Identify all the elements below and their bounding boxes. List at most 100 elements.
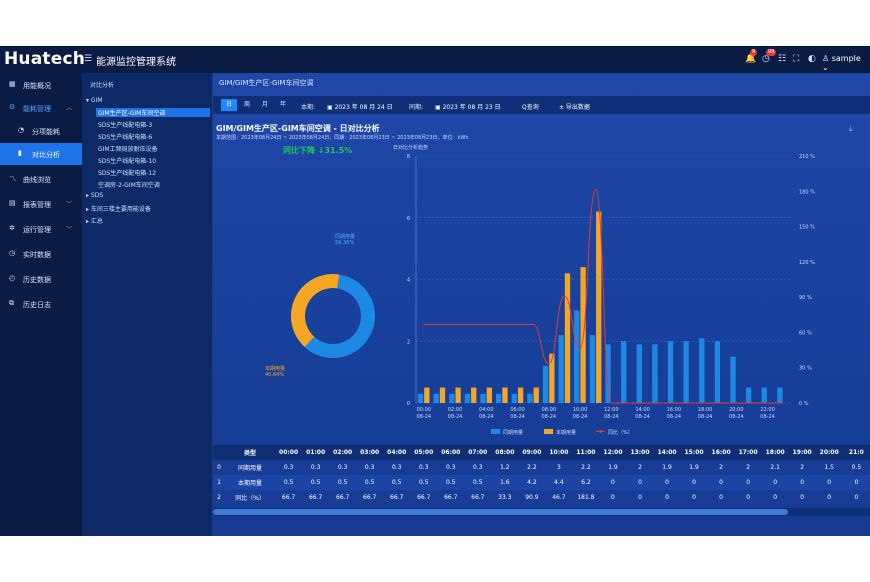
- export-button[interactable]: ± 导出数据: [559, 104, 590, 111]
- table-body: 0 同期用量 0.3 0.3 0.3 0.3 0.3 0.3 0.3 0.3 1.2 2.2 3 2.2 1…: [213, 460, 870, 505]
- table-header-cell: 16:00: [711, 449, 731, 456]
- y-tick-label: 6: [407, 216, 410, 222]
- y-tick-label: 4: [407, 278, 410, 284]
- horizontal-scrollbar[interactable]: [213, 508, 870, 516]
- table-header-cell: 15:00: [684, 449, 704, 456]
- sidebar-item-log[interactable]: ⧉ 历史日志: [9, 299, 51, 309]
- x-tick-label: 10:00: [573, 407, 587, 413]
- table-cell: 66.7: [471, 494, 485, 501]
- tree-node[interactable]: GIM工频局放耐压设备: [98, 146, 158, 153]
- chevron-up-icon: ︿: [66, 105, 73, 112]
- sidebar-item-history[interactable]: ◴ 历史数据: [9, 274, 51, 284]
- bell-badge: 9: [750, 49, 758, 56]
- x-tick-label: 16:00: [667, 407, 681, 413]
- tree-node-third-floor[interactable]: ▸ 车间三楼主要用能设备: [86, 206, 151, 213]
- chevron-down-icon: ﹀: [66, 201, 73, 208]
- yoy-line: [423, 188, 784, 404]
- table-cell: 46.7: [552, 494, 566, 501]
- sidebar-item-report[interactable]: ▤ 报表管理 ﹀: [9, 199, 73, 209]
- table-cell: 0: [827, 494, 832, 501]
- tree-node-selected[interactable]: GIM生产区-GIM车间空调: [96, 108, 210, 117]
- table-header-cell: 11:00: [576, 449, 596, 456]
- bar-prev: [558, 335, 564, 403]
- bar-cur: [517, 387, 524, 403]
- table-cell: 0.5: [337, 479, 348, 486]
- sidebar-item-operation[interactable]: ✲ 运行管理 ﹀: [9, 224, 73, 234]
- current-date-picker[interactable]: ▣ 2023 年 08 月 24 日: [327, 104, 393, 111]
- x-tick-sublabel: 08-24: [729, 414, 744, 420]
- tab-day[interactable]: 日: [221, 99, 237, 111]
- table-cell: 0.5: [418, 479, 429, 486]
- table-cell: 0: [638, 479, 642, 486]
- table-header-cell: 17:00: [738, 449, 758, 456]
- device-tree: 对比分析 ▾ GIM GIM生产区-GIM车间空调 SDS生产线配电箱-3 SD…: [82, 73, 213, 536]
- tab-year[interactable]: 年: [279, 101, 286, 108]
- clock-icon: ◷: [9, 249, 16, 257]
- bar-cur: [439, 387, 446, 403]
- x-tick-sublabel: 08-24: [635, 414, 650, 420]
- menu-icon[interactable]: ☰: [84, 54, 93, 64]
- sidebar-item-realtime[interactable]: ◷ 实时数据: [9, 249, 51, 259]
- tree-node-sds[interactable]: ▸ SDS: [86, 192, 104, 199]
- table-cell: 66.7: [417, 494, 431, 501]
- table-header-cell: 12:00: [603, 449, 623, 456]
- table-cell: 0.3: [446, 464, 456, 471]
- table-row: 2 同比（%） 66.7 66.7 66.7 66.7 66.7 66.7 66.7 66.7 33…: [213, 490, 870, 505]
- x-tick-sublabel: 08-24: [510, 414, 525, 420]
- y2-tick-label: 0 %: [799, 401, 809, 407]
- x-tick-label: 02:00: [448, 407, 462, 413]
- sidebar-item-curve[interactable]: 〽曲线浏览: [9, 175, 51, 184]
- y2-tick-label: 30 %: [799, 366, 812, 372]
- tree-node-summary[interactable]: ▸ 汇总: [86, 218, 103, 225]
- download-icon[interactable]: ⤓: [849, 124, 853, 133]
- clock-icon[interactable]: ◷: [762, 54, 770, 64]
- tab-month[interactable]: 月: [261, 101, 268, 108]
- x-tick-label: 00:00: [417, 407, 431, 413]
- sidebar-item-compare[interactable]: ▮ 对比分析: [0, 143, 82, 165]
- bar-cur: [455, 387, 461, 403]
- tree-node[interactable]: SDS生产线配电箱-12: [98, 170, 157, 177]
- tree-node[interactable]: SDS生产线配电箱-6: [98, 134, 153, 141]
- system-title[interactable]: 能源监控管理系统: [96, 57, 176, 68]
- tab-week[interactable]: 周: [243, 101, 250, 108]
- bar-prev: [464, 393, 471, 403]
- theme-icon[interactable]: ◐: [808, 54, 816, 64]
- scrollbar-thumb[interactable]: [213, 509, 788, 515]
- list-icon[interactable]: ☷: [778, 54, 787, 64]
- top-bar: Huatech ☰ 能源监控管理系统 ⌄ 🔔 9 ◷ 99 ☷ ⛶ ◐ ♙ sa…: [0, 46, 870, 73]
- table-cell: 66.7: [335, 494, 350, 501]
- main-panel: GIM/GIM生产区-GIM车间空调 日 周 月 年 本期: ▣ 2023 年 …: [213, 73, 870, 536]
- tree-node[interactable]: SDS生产线配电箱-10: [98, 158, 157, 165]
- compare-date-picker[interactable]: ▣ 2023 年 08 月 23 日: [435, 104, 501, 111]
- tree-node[interactable]: 空调房-2-GIM车间空调: [98, 182, 160, 189]
- table-cell: 0: [719, 479, 723, 486]
- table-header-cell: 20:00: [819, 449, 839, 456]
- logo: Huatech: [4, 49, 86, 69]
- y-tick-label: 0: [407, 401, 410, 407]
- sidebar-item-overview[interactable]: ▦ 用能概况: [9, 80, 51, 90]
- fullscreen-icon[interactable]: ⛶: [793, 54, 800, 64]
- bar-cur: [596, 211, 602, 403]
- sidebar-item-energy[interactable]: ⚙ 能耗管理 ︿: [9, 103, 73, 113]
- tree-node-gim[interactable]: ▾ GIM: [86, 97, 103, 104]
- chevron-down-icon[interactable]: ⌄: [170, 52, 178, 62]
- table-cell: 0: [665, 494, 669, 501]
- query-button[interactable]: Q查询: [522, 104, 539, 111]
- tree-node[interactable]: SDS生产线配电箱-3: [98, 122, 153, 129]
- sidebar-item-subitem-energy[interactable]: ◔ 分项能耗: [18, 126, 60, 136]
- bell-icon[interactable]: 🔔: [745, 54, 757, 64]
- table-cell: 0: [611, 494, 615, 501]
- table-header-cell: 14:00: [657, 449, 677, 456]
- table-cell: 0.3: [418, 464, 429, 471]
- table-cell: 1.5: [824, 464, 834, 471]
- gear-icon: ⚙: [9, 103, 16, 111]
- table-cell: 0.5: [473, 479, 483, 486]
- breadcrumb: GIM/GIM生产区-GIM车间空调: [219, 79, 314, 87]
- donut-slice: [291, 274, 340, 348]
- table-cell: 1.9: [662, 464, 672, 471]
- user-menu[interactable]: ♙ sample ⌄: [822, 54, 861, 72]
- table-cell: 0: [854, 479, 859, 486]
- table-cell: 2.2: [581, 464, 591, 471]
- table-header-cell: 05:00: [414, 449, 434, 456]
- table-cell: 1.2: [500, 464, 510, 471]
